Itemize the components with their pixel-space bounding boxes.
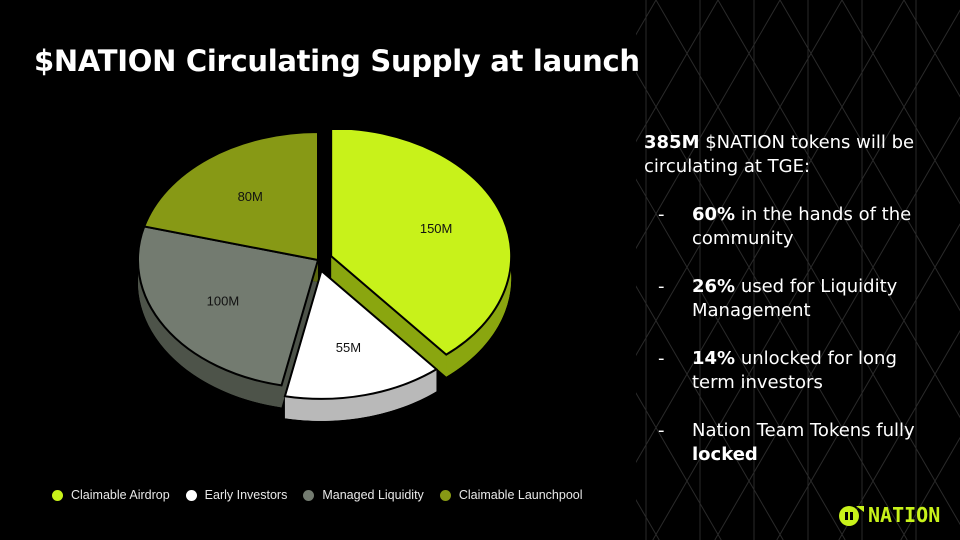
pattern-line [636, 0, 843, 357]
bullet-item: - 60% in the hands of the community [644, 203, 944, 251]
nation-logo: NATION [836, 502, 940, 528]
pattern-line [636, 285, 784, 540]
bullet-dash: - [658, 420, 665, 441]
bullet-text: used for Liquidity Management [692, 276, 898, 321]
nation-logo-icon [839, 506, 864, 526]
pattern-line [636, 0, 781, 250]
bullet-text: unlocked for long term investors [692, 348, 897, 393]
legend-label: Claimable Launchpool [458, 488, 583, 502]
pie-slice-early-investors [283, 269, 439, 400]
bullet-bold-suffix: locked [692, 444, 758, 465]
legend-swatch [439, 489, 451, 501]
pattern-line [900, 436, 960, 540]
legend-label: Claimable Airdrop [71, 488, 170, 502]
info-panel: 385M $NATION tokens will be circulating … [644, 131, 944, 467]
pattern-line [717, 0, 960, 419]
bullet-item: - 14% unlocked for long term investors [644, 347, 944, 395]
legend-swatch [185, 489, 197, 501]
intro-bold: 385M [644, 132, 700, 153]
slide-title: $NATION Circulating Supply at launch [34, 44, 640, 78]
pie-slice-label: 80M [238, 189, 263, 204]
decorative-pattern-panel [636, 0, 960, 540]
bullet-item: - Nation Team Tokens fully locked [644, 419, 944, 467]
legend-item: Claimable Airdrop [52, 488, 170, 502]
intro-rest: $NATION tokens will be circulating at TG… [644, 132, 915, 177]
bullet-bold: 60% [692, 204, 736, 225]
legend-item: Early Investors [185, 488, 288, 502]
pattern-line [841, 0, 960, 205]
pie-chart: 150M 55M 100M 80M [137, 130, 513, 421]
pie-slice-edge [138, 226, 282, 408]
bullet-text: Nation Team Tokens fully [692, 420, 915, 441]
pattern-line [776, 223, 960, 540]
legend-item: Claimable Launchpool [439, 488, 583, 502]
intro-text: 385M $NATION tokens will be circulating … [644, 131, 944, 179]
bullet-text: in the hands of the community [692, 204, 912, 249]
pattern-line [636, 0, 719, 143]
bullet-dash: - [658, 204, 665, 225]
pie-slice-claimable-airdrop [330, 130, 513, 356]
nation-logo-text: NATION [868, 503, 941, 527]
pie-slice-claimable-launchpool [142, 130, 319, 262]
chart-legend: Claimable Airdrop Early Investors Managed … [52, 488, 599, 502]
bullet-bold: 14% [692, 348, 736, 369]
legend-label: Early Investors [204, 488, 288, 502]
pie-slice-label: 55M [336, 340, 361, 355]
pattern-line [636, 178, 846, 540]
legend-label: Managed Liquidity [322, 488, 424, 502]
legend-swatch [303, 489, 315, 501]
pattern-line [652, 9, 960, 540]
pattern-line [779, 0, 960, 312]
geometric-line-pattern [636, 0, 960, 540]
pattern-line [903, 0, 960, 98]
legend-swatch [52, 489, 63, 501]
pattern-line [655, 0, 960, 526]
bullet-item: - 26% used for Liquidity Management [644, 275, 944, 323]
pie-slice-managed-liquidity [137, 225, 320, 387]
pie-slice-label: 150M [420, 221, 453, 236]
bullet-dash: - [658, 276, 665, 297]
bullet-dash: - [658, 348, 665, 369]
pattern-line [636, 0, 905, 464]
pie-slice-label: 100M [207, 294, 240, 309]
legend-item: Managed Liquidity [303, 488, 424, 502]
pattern-line [636, 392, 722, 540]
pie-slice-edge [284, 369, 437, 421]
pattern-line [714, 116, 960, 540]
bullet-bold: 26% [692, 276, 736, 297]
pattern-line [838, 330, 960, 540]
